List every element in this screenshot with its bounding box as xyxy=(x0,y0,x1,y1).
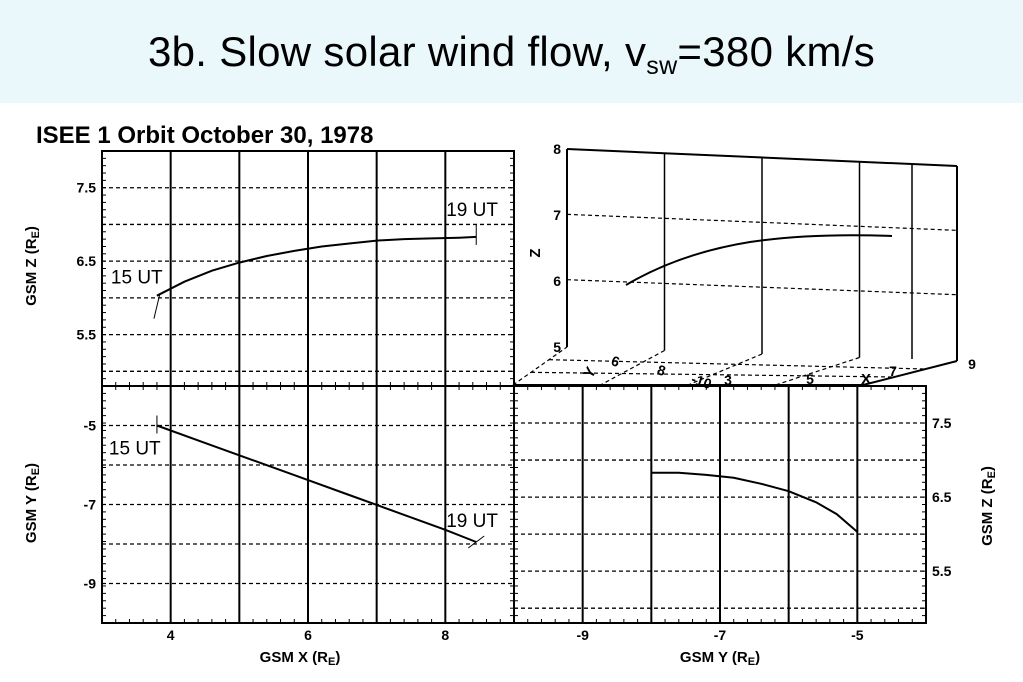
y-axis-title: GSM Y (RE) xyxy=(23,463,42,543)
z-tick-label: 7 xyxy=(553,207,561,223)
orbit-figure: ISEE 1 Orbit October 30, 1978 5.5 6.5 7.5 1… xyxy=(23,122,998,668)
y-tick-label: -7 xyxy=(84,497,97,513)
grid-line-floor xyxy=(775,356,860,386)
y-tick-label: 5.5 xyxy=(77,327,97,343)
z-tick-label: 6 xyxy=(553,273,561,289)
x3d-tick-label: 3 xyxy=(724,372,732,388)
grid-line-floor xyxy=(548,359,926,370)
x-tick-label: -5 xyxy=(851,627,864,643)
x3d-tick-label: 7 xyxy=(889,363,897,379)
title-band xyxy=(0,0,1023,103)
x3d-axis-title: X xyxy=(861,371,871,388)
y-tick-label: -9 xyxy=(84,576,97,592)
panel-xy: 4 6 8 -5 -7 -9 15 UT 19 UT GSM Y (RE) GSM X (RE) xyxy=(23,385,515,668)
time-annotation: 15 UT xyxy=(109,439,161,460)
time-annotation: 19 UT xyxy=(446,511,498,532)
figure-title: ISEE 1 Orbit October 30, 1978 xyxy=(36,122,373,149)
title-subscript: sw xyxy=(646,52,678,80)
z-tick-label: 8 xyxy=(553,141,561,157)
x-axis-title: GSM Y (RE) xyxy=(680,649,760,668)
y-tick-label: 5.5 xyxy=(932,563,952,579)
y-tick-label: 7.5 xyxy=(77,180,97,196)
grid-line-floor xyxy=(600,349,665,386)
time-annotation: 15 UT xyxy=(111,268,163,289)
title-main: 3b. Slow solar wind flow, v xyxy=(147,28,647,75)
z-tick-label: 5 xyxy=(553,339,561,355)
orbit-trace xyxy=(651,471,858,533)
x-axis-title: GSM X (RE) xyxy=(260,649,341,668)
x-tick-label: 6 xyxy=(304,627,312,643)
time-annotation: 19 UT xyxy=(446,200,498,221)
panel-yz: -9 -7 -5 5.5 6.5 7.5 GSM Y (RE) GSM Z (RE) xyxy=(513,385,998,668)
x3d-tick-label: 9 xyxy=(968,356,976,372)
y-axis-title: GSM Z (RE) xyxy=(979,466,998,546)
y-tick-label: 6.5 xyxy=(77,253,97,269)
grid-line-h xyxy=(566,213,958,231)
y-axis-title: GSM Z (RE) xyxy=(23,226,42,306)
grid-line-floor xyxy=(687,353,763,386)
y-tick-label: 7.5 xyxy=(932,415,952,431)
y3d-axis-title: Y xyxy=(580,364,600,381)
orbit-trace-3d xyxy=(625,234,893,286)
panel-xz: 5.5 6.5 7.5 15 UT 19 UT GSM Z (RE) xyxy=(23,150,515,387)
x-tick-label: -7 xyxy=(714,627,727,643)
x-tick-label: 8 xyxy=(441,627,449,643)
box-edge xyxy=(862,360,958,386)
y3d-tick-label: 8 xyxy=(655,361,668,379)
y3d-tick-label: -10 xyxy=(689,371,713,393)
z-axis-title: Z xyxy=(527,248,544,257)
time-marker xyxy=(153,293,161,319)
x-tick-label: -9 xyxy=(576,627,589,643)
orbit-trace xyxy=(156,424,477,543)
y-tick-label: -5 xyxy=(84,418,97,434)
x3d-tick-label: 5 xyxy=(806,371,814,387)
x-tick-label: 4 xyxy=(167,627,175,643)
y-tick-label: 6.5 xyxy=(932,489,952,505)
page-title: 3b. Slow solar wind flow, vsw=380 km/s xyxy=(0,28,1023,81)
title-tail: =380 km/s xyxy=(677,28,876,75)
orbit-trace xyxy=(156,235,477,297)
time-marker xyxy=(467,535,485,549)
grid-line-floor xyxy=(530,371,895,378)
